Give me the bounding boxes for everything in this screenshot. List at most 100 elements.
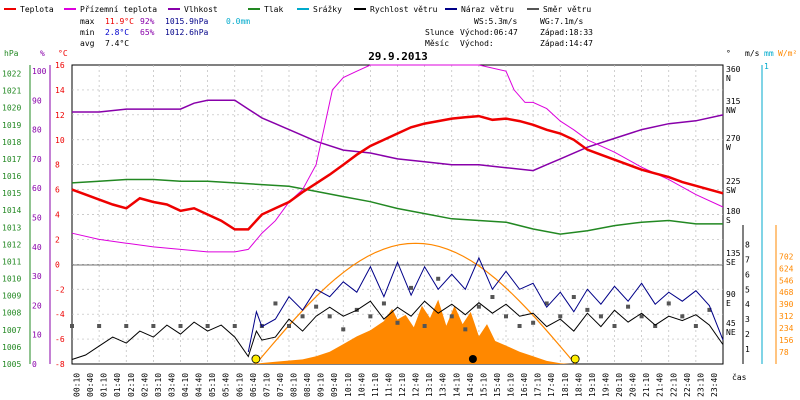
chart-title: 29.9.2013 [368,50,428,63]
stat-avg-label: avg [80,39,95,48]
wind-dir-point-1 [97,324,102,328]
wind-dir-point-33 [612,324,617,328]
dir-name-tick-6: E [726,299,731,308]
time-tick-18: 09:10 [317,373,326,397]
solar-radiation-area [251,299,572,364]
time-tick-40: 20:10 [615,373,624,397]
mm-tick-0: 1 [764,62,769,71]
dir-deg-tick-7: 45 [726,319,736,328]
time-tick-10: 05:10 [208,373,217,397]
pct-tick-9: 10 [32,331,42,340]
time-tick-32: 16:10 [507,373,516,397]
time-tick-0: 00:10 [73,373,82,397]
ms-tick-4: 4 [745,300,750,309]
dir-name-tick-1: NW [726,106,736,115]
c-tick-0: 16 [55,61,65,70]
hpa-tick-15: 1007 [2,326,21,335]
wind-dir-point-30 [571,295,576,299]
hpa-tick-10: 1012 [2,240,21,249]
stat-max-press: 1015.9hPa [165,17,209,26]
stat-moon-label: Měsíc [425,39,449,48]
wind-dir-point-22 [463,327,468,332]
c-tick-1: 14 [55,86,65,95]
stat-wg: WG:7.1m/s [540,17,584,26]
time-tick-47: 23:40 [710,373,719,397]
wind-dir-point-0 [70,324,74,328]
time-tick-22: 11:10 [371,373,380,397]
dir-name-tick-4: S [726,216,731,225]
wind-dir-point-19 [422,324,427,328]
time-tick-34: 17:10 [534,373,543,397]
pct-tick-3: 70 [32,155,42,164]
hpa-tick-12: 1010 [2,275,21,284]
ms-axis-label: m/s [745,49,760,58]
pct-tick-5: 50 [32,213,42,222]
hpa-tick-1: 1021 [2,87,21,96]
wind-dir-point-26 [517,324,522,328]
time-tick-17: 08:40 [303,373,312,397]
wind-dir-point-34 [626,304,631,309]
time-tick-37: 18:40 [574,373,583,397]
wind-dir-point-17 [395,320,400,325]
wind-dir-point-37 [666,301,671,306]
wm-tick-2: 546 [779,276,794,285]
stat-sun-set: Západ:18:33 [540,28,593,37]
time-tick-1: 00:40 [86,373,95,397]
time-tick-3: 01:40 [113,373,122,397]
c-tick-3: 10 [55,136,65,145]
hpa-tick-13: 1009 [2,292,21,301]
legend: Teplota Přízemní teplota Vlhkost Tlak Srážky… [4,5,591,14]
time-tick-33: 16:40 [520,373,529,397]
wind-dir-point-29 [558,314,563,319]
hpa-tick-7: 1015 [2,189,21,198]
stat-max-label: max [80,17,95,26]
time-tick-5: 02:40 [140,373,149,397]
time-tick-4: 02:10 [127,373,136,397]
ms-tick-2: 6 [745,270,750,279]
humidity-line [72,99,724,172]
wind-dir-point-3 [151,324,156,328]
c-tick-6: 4 [55,211,60,220]
time-tick-44: 22:10 [669,373,678,397]
time-tick-45: 22:40 [683,373,692,397]
stat-avg-temp: 7.4°C [105,39,129,48]
wind-dir-point-24 [490,295,495,299]
wind-dir-point-6 [232,324,237,328]
time-tick-41: 20:40 [629,373,638,397]
c-tick-10: -4 [55,310,65,319]
legend-label-1: Přízemní teplota [80,5,157,14]
wm-tick-5: 312 [779,312,794,321]
time-tick-38: 19:10 [588,373,597,397]
dir-name-tick-7: NE [726,328,736,337]
stat-min-press: 1012.6hPa [165,28,209,37]
wind-dir-point-23 [476,304,481,309]
hpa-tick-11: 1011 [2,257,21,266]
x-axis-label: čas [732,372,747,382]
wind-dir-point-13 [341,327,346,332]
ms-tick-6: 2 [745,330,750,339]
wind-dir-point-11 [314,304,319,309]
wind-dir-point-18 [409,285,414,290]
gust-line [247,256,724,353]
time-tick-2: 01:10 [100,373,109,397]
hpa-tick-3: 1019 [2,121,21,130]
stat-sun-label: Slunce [425,28,454,37]
time-tick-31: 15:40 [493,373,502,397]
time-tick-14: 07:10 [262,373,271,397]
wm-tick-1: 624 [779,264,794,273]
time-tick-13: 06:40 [249,373,258,397]
wind-dir-point-25 [504,314,508,319]
wm-tick-3: 468 [779,288,794,297]
pressure-line [71,178,723,235]
time-tick-25: 12:40 [412,373,421,397]
time-tick-11: 05:40 [222,373,231,397]
stat-min-hum: 65% [140,28,155,37]
pct-tick-8: 20 [32,301,42,310]
stat-max-rain: 0.0mm [226,17,250,26]
time-tick-28: 14:10 [452,373,461,397]
dir-deg-tick-1: 315 [726,97,741,106]
wm-axis-label: W/m² [778,49,797,58]
dir-name-tick-0: N [726,74,731,83]
time-tick-12: 06:10 [235,373,244,397]
time-tick-36: 18:10 [561,373,570,397]
